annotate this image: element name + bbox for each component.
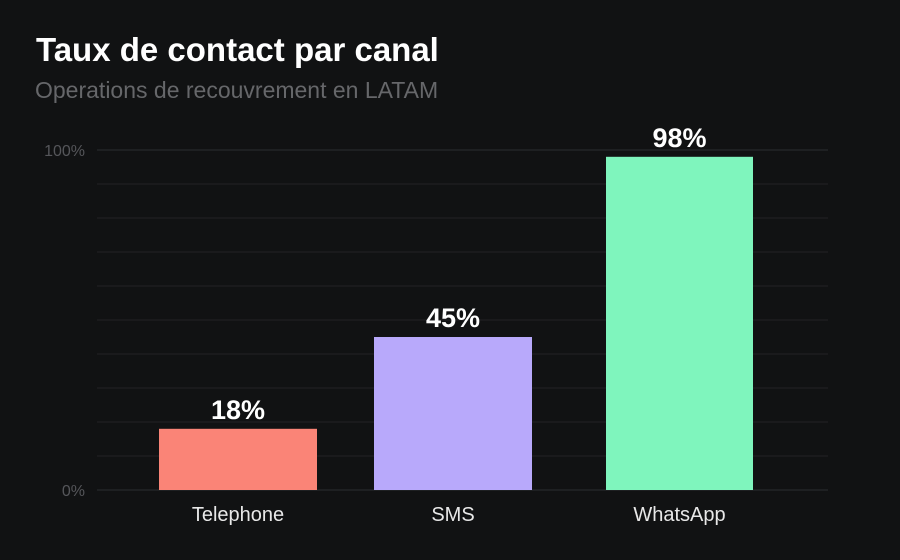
bar-whatsapp (606, 156, 753, 491)
x-tick-label: SMS (431, 504, 474, 526)
data-label: 18% (211, 395, 265, 425)
bar-sms (374, 337, 532, 490)
chart-subtitle: Operations de recouvrement en LATAM (35, 77, 439, 103)
bar-telephone (159, 428, 317, 490)
y-tick-label: 100% (44, 143, 85, 160)
data-label: 45% (426, 303, 480, 333)
chart-title: Taux de contact par canal (36, 31, 439, 68)
x-tick-label: WhatsApp (633, 504, 725, 526)
data-label: 98% (652, 123, 706, 153)
y-tick-label: 0% (62, 483, 85, 500)
x-tick-label: Telephone (192, 504, 284, 526)
